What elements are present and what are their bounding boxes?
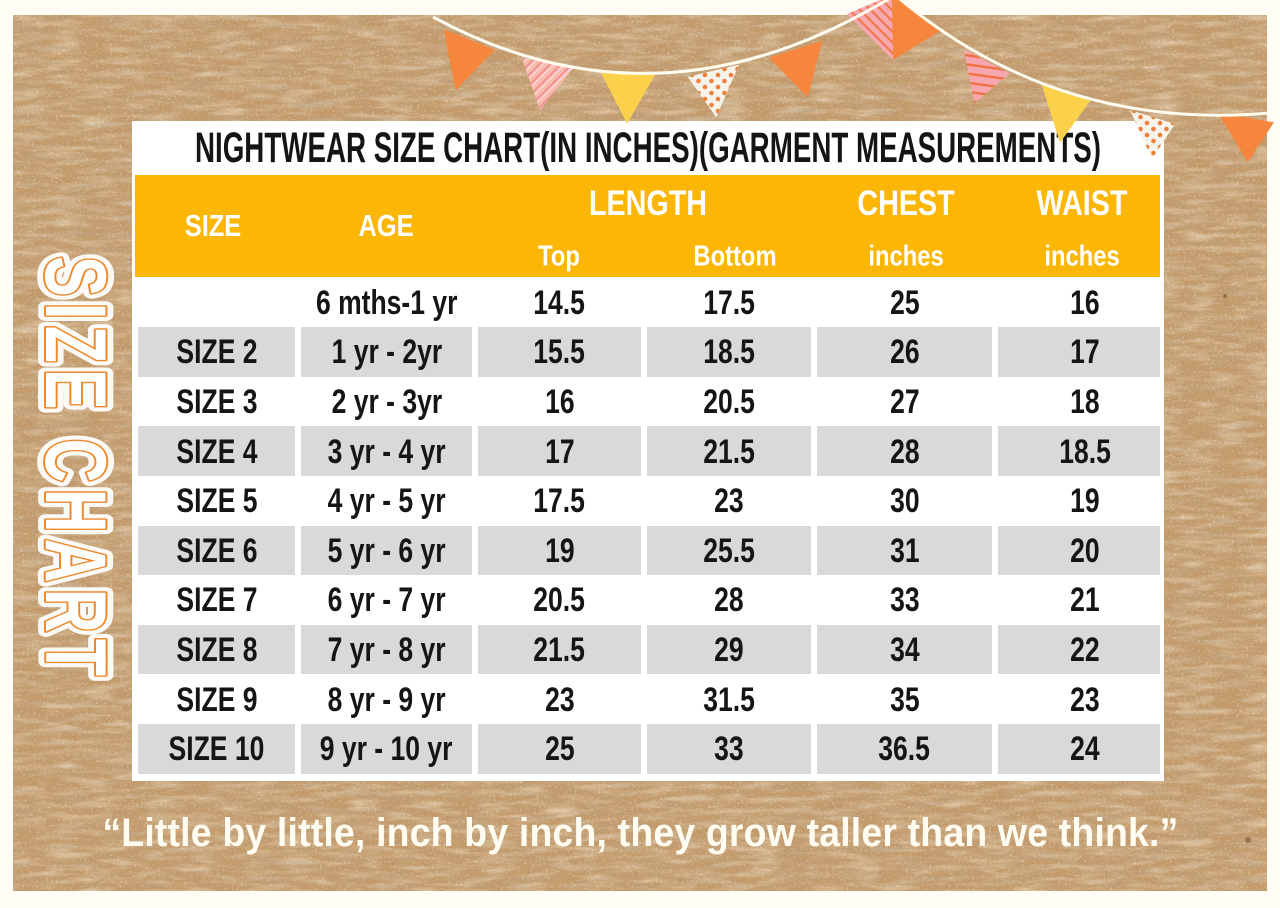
svg-text:NIGHTWEAR SIZE CHART(IN INCHES: NIGHTWEAR SIZE CHART(IN INCHES)(GARMENT … xyxy=(195,124,1101,172)
svg-text:SIZE CHART: SIZE CHART xyxy=(28,256,125,682)
svg-text:SIZE CHART: SIZE CHART xyxy=(28,256,125,682)
